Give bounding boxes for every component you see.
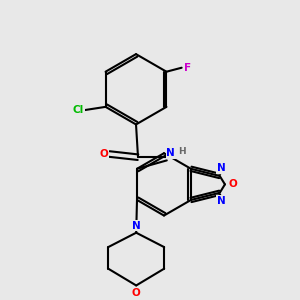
Text: N: N [217,163,225,173]
Text: F: F [184,63,191,73]
Text: H: H [178,147,186,156]
Text: N: N [217,196,225,206]
Text: Cl: Cl [73,105,84,115]
Text: N: N [167,148,175,158]
Text: N: N [132,220,141,230]
Text: O: O [99,149,108,159]
Text: O: O [229,179,237,189]
Text: O: O [132,288,141,298]
